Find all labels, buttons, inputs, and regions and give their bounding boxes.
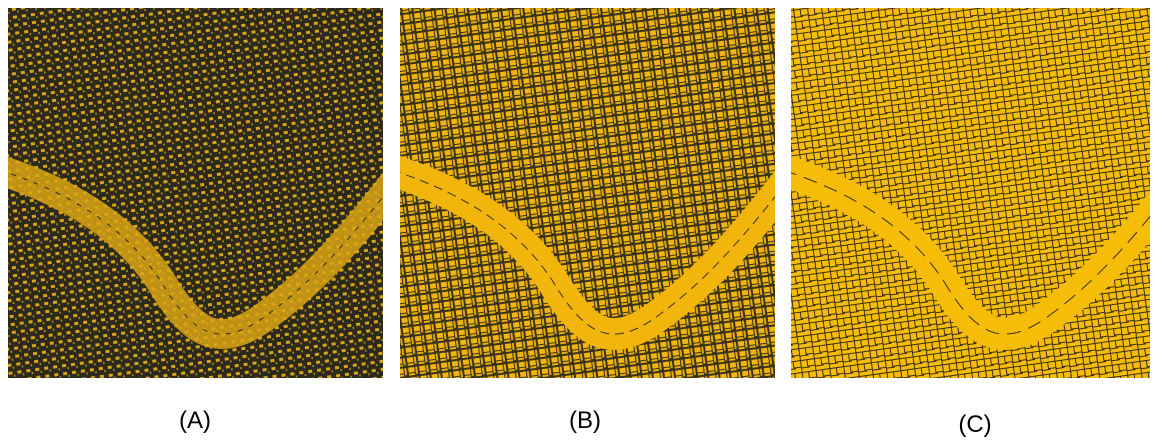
panel-label: (C): [958, 411, 991, 438]
panel-c: [791, 8, 1150, 378]
panel-b: [400, 8, 775, 378]
river-edges: [791, 172, 1150, 335]
panel-label: (A): [179, 407, 211, 434]
river-edges: [8, 172, 383, 335]
river-edges: [400, 172, 775, 335]
panel-a: [8, 8, 383, 378]
panel-label: (B): [569, 407, 601, 434]
